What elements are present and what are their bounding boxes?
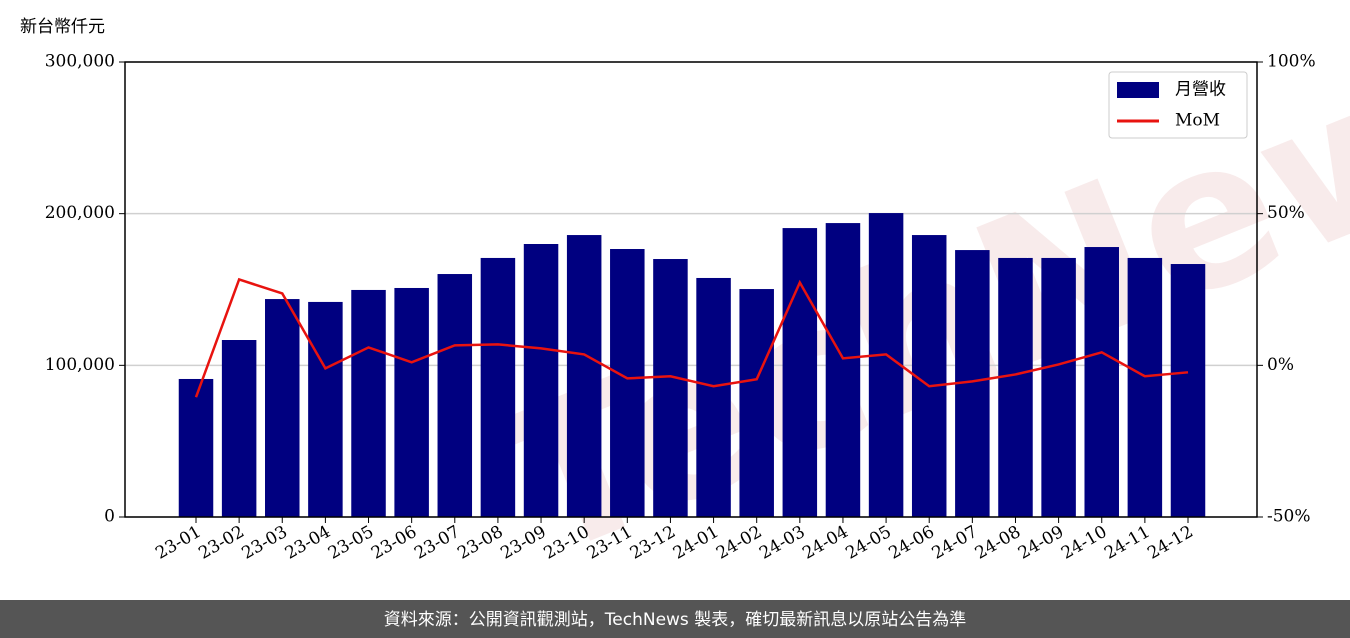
y-tick-label: 0 bbox=[104, 507, 115, 527]
line bbox=[194, 277, 1189, 398]
bar bbox=[523, 244, 559, 517]
bar bbox=[998, 257, 1033, 517]
bar bbox=[351, 289, 386, 517]
bar bbox=[437, 274, 473, 517]
x-tick-label: 23-01 bbox=[152, 522, 204, 564]
bar bbox=[1041, 257, 1076, 517]
x-tick-label: 23-07 bbox=[411, 522, 463, 564]
x-tick-label: 23-05 bbox=[325, 522, 377, 564]
bar bbox=[1084, 247, 1119, 518]
x-tick-label: 23-04 bbox=[282, 522, 334, 564]
bar bbox=[911, 235, 947, 517]
bar bbox=[221, 340, 257, 517]
y-tick-label: 300,000 bbox=[45, 52, 115, 72]
bar bbox=[653, 259, 688, 517]
bar bbox=[782, 228, 818, 517]
x-tick-label: 23-03 bbox=[239, 522, 291, 564]
bar bbox=[265, 299, 300, 517]
y2-tick-label: 0% bbox=[1267, 355, 1294, 375]
x-tick-label: 23-02 bbox=[195, 522, 247, 564]
x-tick-label: 23-06 bbox=[368, 522, 420, 564]
x-tick-label: 23-09 bbox=[497, 522, 549, 564]
y2-tick-label: 100% bbox=[1267, 52, 1316, 72]
legend-label: MoM bbox=[1175, 111, 1220, 131]
bar bbox=[739, 289, 774, 517]
x-tick-label: 24-03 bbox=[756, 522, 808, 564]
legend-label: 月營收 bbox=[1175, 80, 1226, 100]
x-tick-label: 23-08 bbox=[454, 522, 506, 564]
bar bbox=[1170, 264, 1206, 517]
x-tick-label: 24-06 bbox=[886, 522, 938, 564]
y-tick-label: 200,000 bbox=[45, 203, 115, 223]
legend-swatch bbox=[1117, 82, 1159, 98]
bar bbox=[696, 277, 731, 517]
footer: 資料來源：公開資訊觀測站，TechNews 製表，確切最新訊息以原站公告為準 bbox=[384, 610, 966, 630]
x-tick-label: 24-07 bbox=[929, 522, 981, 564]
x-tick-label: 24-12 bbox=[1144, 522, 1196, 564]
bar bbox=[610, 249, 645, 517]
y2-tick-label: -50% bbox=[1267, 507, 1311, 527]
x-tick-label: 24-04 bbox=[799, 522, 851, 564]
bar bbox=[825, 223, 861, 517]
bar bbox=[394, 287, 429, 517]
bar bbox=[178, 378, 214, 517]
x-tick-label: 24-09 bbox=[1015, 522, 1067, 564]
bar bbox=[566, 235, 602, 517]
plot-frame bbox=[124, 61, 1258, 518]
footer-bar bbox=[0, 600, 1350, 638]
y2-tick-label: 50% bbox=[1267, 203, 1305, 223]
bar bbox=[308, 301, 343, 517]
x-tick-label: 24-05 bbox=[842, 522, 894, 564]
y-axis-label: 新台幣仟元 bbox=[20, 17, 105, 37]
bar bbox=[480, 257, 516, 517]
x-tick-label: 24-08 bbox=[972, 522, 1024, 564]
bar bbox=[1127, 257, 1163, 517]
x-tick-label: 24-11 bbox=[1101, 522, 1153, 564]
bar bbox=[868, 213, 904, 517]
x-tick-label: 24-10 bbox=[1058, 522, 1110, 564]
y-tick-label: 100,000 bbox=[45, 355, 115, 375]
